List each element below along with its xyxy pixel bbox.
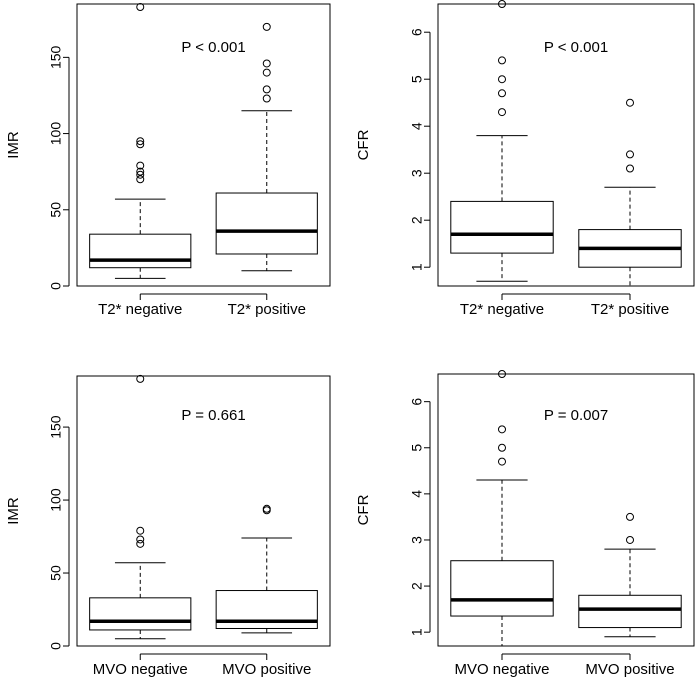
outlier-point — [136, 137, 145, 146]
outlier-point — [262, 94, 271, 103]
iqr-box — [450, 560, 554, 617]
y-tick-label: 6 — [409, 28, 425, 36]
y-tick-label: 3 — [409, 536, 425, 544]
box-2 — [215, 22, 318, 272]
y-tick-label: 150 — [48, 415, 64, 439]
x-tick-label: MVO positive — [222, 661, 311, 678]
outlier-point — [498, 108, 506, 117]
x-tick-label: MVO positive — [585, 661, 674, 678]
y-axis-label: IMR — [5, 497, 22, 525]
outlier-point — [136, 526, 145, 535]
outlier-point — [262, 504, 271, 513]
outlier-point — [498, 370, 506, 378]
box-2 — [578, 512, 682, 638]
y-tick-label: 5 — [409, 444, 425, 452]
y-tick-label: 3 — [409, 169, 425, 177]
outlier-point — [498, 0, 506, 8]
outlier-point — [626, 535, 634, 544]
outlier-point — [136, 167, 145, 176]
y-tick-label: 100 — [48, 488, 64, 512]
box-2 — [215, 504, 318, 634]
outlier-point — [136, 3, 145, 12]
y-tick-label: 50 — [48, 202, 64, 218]
p-value-annotation: P = 0.661 — [181, 407, 245, 424]
box-1 — [89, 374, 192, 640]
y-tick-label: 1 — [409, 263, 425, 271]
y-tick-label: 4 — [409, 490, 425, 498]
y-tick-label: 4 — [409, 122, 425, 130]
boxplot-panel-imr-t2star: 0 50 100 150 IMR T2* negative T2* positive P < … — [5, 3, 331, 318]
x-tick-label: T2* negative — [98, 301, 182, 318]
plot-frame — [437, 3, 695, 287]
outlier-point — [498, 75, 506, 84]
y-axis-label: IMR — [5, 131, 22, 159]
plot-frame — [76, 3, 331, 287]
outlier-point — [262, 59, 271, 68]
plot-frame — [437, 373, 695, 647]
outlier-point — [136, 140, 145, 149]
iqr-box — [578, 594, 682, 629]
outlier-point — [262, 85, 271, 94]
box-2 — [578, 98, 682, 287]
y-tick-label: 1 — [409, 628, 425, 636]
p-value-annotation: P < 0.001 — [544, 39, 608, 56]
outlier-point — [136, 161, 145, 170]
y-tick-label: 50 — [48, 565, 64, 581]
x-tick-label: MVO negative — [454, 661, 549, 678]
y-tick-label: 0 — [48, 282, 64, 290]
iqr-box — [89, 597, 192, 631]
outlier-point — [136, 175, 145, 184]
outlier-point — [262, 68, 271, 77]
p-value-annotation: P = 0.007 — [544, 407, 608, 424]
x-tick-label: T2* positive — [228, 301, 306, 318]
outlier-point — [136, 170, 145, 179]
y-tick-label: 2 — [409, 582, 425, 590]
outlier-point — [136, 539, 145, 548]
outlier-point — [136, 535, 145, 544]
box-1 — [450, 0, 554, 282]
y-tick-label: 5 — [409, 75, 425, 83]
iqr-box — [215, 192, 318, 255]
box-1 — [89, 3, 192, 279]
y-axis-label: CFR — [355, 494, 372, 525]
y-tick-label: 150 — [48, 45, 64, 69]
outlier-point — [498, 89, 506, 98]
outlier-point — [626, 98, 634, 107]
x-tick-label: T2* positive — [591, 301, 669, 318]
outlier-point — [136, 374, 145, 383]
outlier-point — [262, 22, 271, 31]
outlier-point — [626, 164, 634, 173]
iqr-box — [450, 200, 554, 254]
iqr-box — [89, 233, 192, 269]
boxplot-panel-cfr-t2star: 1 2 3 4 5 6 CFR T2* negative T2* positive P < 0.0… — [355, 0, 695, 318]
boxplot-panel-cfr-mvo: 1 2 3 4 5 6 CFR MVO negative MVO positive P = 0.0… — [355, 370, 695, 678]
outlier-point — [498, 443, 506, 452]
y-tick-label: 2 — [409, 216, 425, 224]
box-1 — [450, 370, 554, 647]
y-axis-label: CFR — [355, 129, 372, 160]
x-tick-label: MVO negative — [93, 661, 188, 678]
p-value-annotation: P < 0.001 — [181, 39, 245, 56]
outlier-point — [498, 56, 506, 65]
outlier-point — [626, 150, 634, 159]
y-tick-label: 6 — [409, 398, 425, 406]
x-tick-label: T2* negative — [460, 301, 544, 318]
y-tick-label: 0 — [48, 642, 64, 650]
plot-frame — [76, 375, 331, 647]
outlier-point — [498, 425, 506, 434]
y-tick-label: 100 — [48, 122, 64, 146]
outlier-point — [498, 457, 506, 466]
boxplot-panel-imr-mvo: 0 50 100 150 IMR MVO negative MVO positive P = … — [5, 374, 331, 678]
outlier-point — [626, 512, 634, 521]
